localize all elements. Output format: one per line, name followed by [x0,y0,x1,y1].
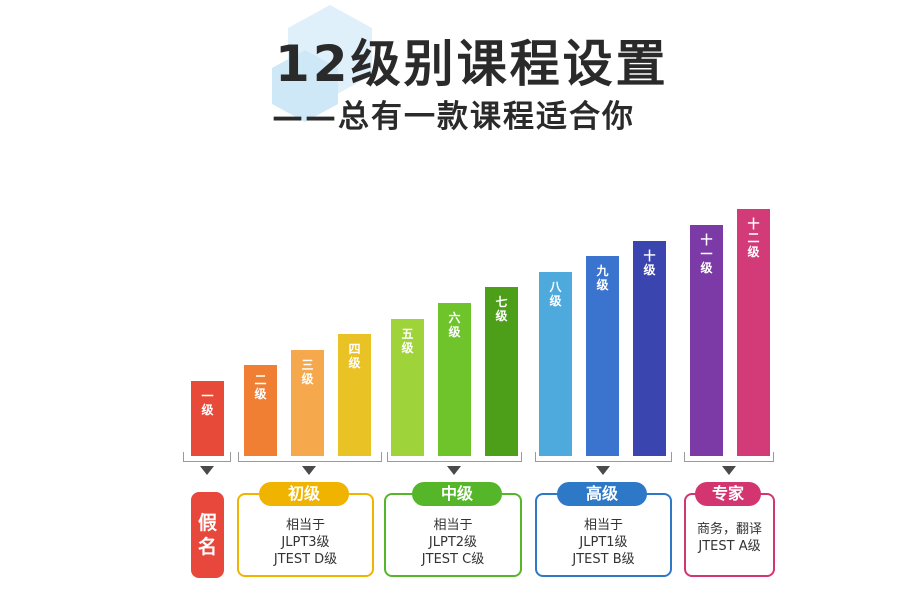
stage-beginner-box: 相当于 JLPT3级 JTEST D级 [237,493,374,577]
level-bar-label: 一级 [201,389,214,417]
level-bar: 二级 [244,365,277,456]
stage-expert-box: 商务，翻译 JTEST A级 [684,493,775,577]
stage-intermediate-text: 相当于 JLPT2级 JTEST C级 [386,517,520,568]
bracket-pseudo [183,452,231,462]
level-bar: 三级 [291,350,324,456]
stage-advanced-line: JLPT1级 [579,535,628,550]
stage-pseudo-box: 假名 [191,492,224,578]
level-bar: 六级 [438,303,471,456]
level-bar: 十二级 [737,209,770,456]
level-bar: 一级 [191,381,224,456]
stage-intermediate-box: 相当于 JLPT2级 JTEST C级 [384,493,522,577]
level-bar: 七级 [485,287,518,456]
level-bar: 十级 [633,241,666,456]
stage-beginner-line: 相当于 [285,518,325,533]
level-bar: 五级 [391,319,424,456]
stage-expert-title: 专家 [695,482,761,506]
level-bar-label: 十二级 [747,217,760,259]
level-bar-label: 七级 [495,295,508,323]
bracket-intermediate [387,452,522,462]
level-bar: 九级 [586,256,619,456]
stage-beginner-line: JTEST D级 [273,552,338,567]
stage-pseudo-label: 假名 [197,512,217,558]
arrow-down-icon [302,466,316,475]
stage-intermediate-line: 相当于 [433,518,473,533]
arrow-down-icon [722,466,736,475]
stage-advanced-title: 高级 [557,482,647,506]
arrow-down-icon [200,466,214,475]
stage-beginner-title: 初级 [259,482,349,506]
stage-beginner-line: JLPT3级 [281,535,330,550]
stage-advanced-text: 相当于 JLPT1级 JTEST B级 [537,517,670,568]
stage-expert-line: 商务，翻译 [696,522,762,537]
stage-advanced-line: 相当于 [583,518,623,533]
bracket-beginner [238,452,382,462]
level-bar-label: 三级 [301,358,314,386]
hexagon-small [272,50,338,122]
level-bar-label: 八级 [549,280,562,308]
page-title: 12级别课程设置 [275,35,669,93]
level-bar-label: 九级 [596,264,609,292]
level-bar: 十一级 [690,225,723,456]
level-bar-label: 十一级 [700,233,713,275]
bracket-advanced [535,452,672,462]
stage-expert-text: 商务，翻译 JTEST A级 [686,521,773,555]
bracket-expert [684,452,774,462]
level-bar-label: 二级 [254,373,267,401]
stage-intermediate-line: JLPT2级 [428,535,478,550]
level-bar-label: 五级 [401,327,414,355]
stage-advanced-line: JTEST B级 [572,552,635,567]
level-bar-label: 十级 [643,249,656,277]
stage-expert-line: JTEST A级 [698,539,761,554]
stage-beginner-text: 相当于 JLPT3级 JTEST D级 [239,517,372,568]
page-subtitle: ——总有一款课程适合你 [272,99,635,135]
level-bar-label: 四级 [348,342,361,370]
level-bar: 八级 [539,272,572,456]
stage-intermediate-line: JTEST C级 [421,552,485,567]
arrow-down-icon [447,466,461,475]
stage-intermediate-title: 中级 [412,482,502,506]
level-bar: 四级 [338,334,371,456]
arrow-down-icon [596,466,610,475]
level-bar-label: 六级 [448,311,461,339]
